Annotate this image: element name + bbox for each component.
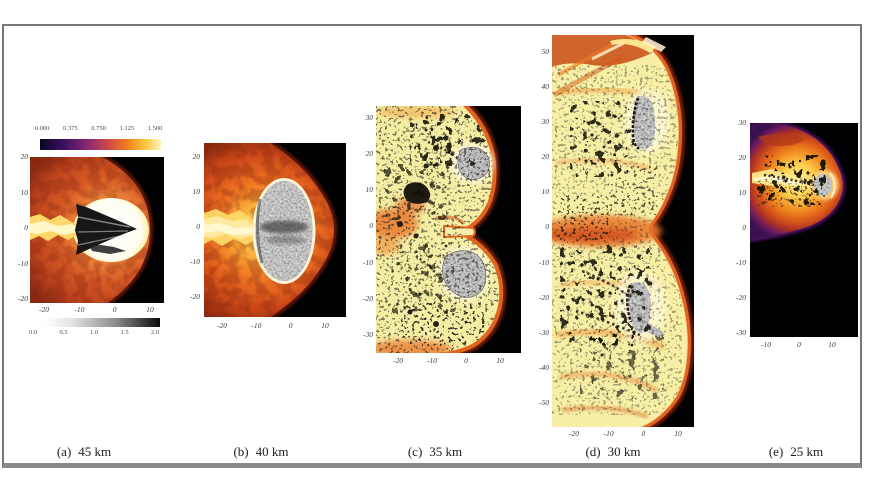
panel-label: (d) bbox=[585, 444, 601, 459]
colorbar-bottom-tick: 1.0 bbox=[89, 329, 99, 336]
colorbar-top-bar bbox=[40, 139, 161, 150]
y-tick-label: 20 bbox=[541, 152, 550, 162]
y-tick-label: 0 bbox=[742, 223, 746, 232]
y-tick-label: 40 bbox=[541, 82, 550, 92]
x-tick-label: -20 bbox=[39, 305, 49, 314]
panel-d-simulation-image bbox=[552, 35, 694, 427]
x-tick-label: -10 bbox=[427, 356, 437, 365]
y-tick-label: 10 bbox=[738, 188, 747, 197]
x-tick-label: 0 bbox=[464, 356, 468, 365]
x-tick-label: -20 bbox=[393, 356, 403, 365]
panel-b-x-axis: -20 -10 0 10 bbox=[210, 321, 337, 331]
x-tick-label: 10 bbox=[146, 305, 154, 314]
panel-e-x-axis: -10 0 10 bbox=[754, 340, 844, 350]
colorbar-bottom-labels: 0.0 0.5 1.0 1.5 2.0 bbox=[23, 329, 165, 337]
x-tick-label: 0 bbox=[641, 429, 646, 438]
x-tick-label: -10 bbox=[251, 321, 262, 330]
y-tick-label: -20 bbox=[363, 293, 373, 303]
colorbar-top-tick: 0.000 bbox=[34, 125, 50, 132]
colorbar-bottom-tick: 1.5 bbox=[120, 329, 129, 336]
y-tick-label: -20 bbox=[736, 293, 746, 302]
y-tick-label: -10 bbox=[190, 257, 200, 266]
y-tick-label: 0 bbox=[196, 222, 200, 231]
panel-c-x-axis: -20 -10 0 10 bbox=[386, 356, 512, 366]
colorbar-top-tick: 1.125 bbox=[119, 125, 135, 132]
y-tick-label: -10 bbox=[363, 257, 373, 267]
panel-altitude: 30 km bbox=[607, 444, 641, 459]
y-tick-label: 10 bbox=[365, 185, 374, 195]
x-tick-label: -10 bbox=[74, 305, 85, 314]
x-tick-label: 10 bbox=[674, 429, 682, 438]
y-tick-label: 0 bbox=[24, 223, 28, 232]
y-tick-label: -20 bbox=[18, 294, 28, 303]
panel-c-y-axis: 30 20 10 0 -10 -20 -30 bbox=[351, 113, 373, 340]
panel-b-simulation-image bbox=[204, 143, 346, 317]
y-tick-label: -10 bbox=[539, 257, 549, 267]
panel-altitude: 35 km bbox=[429, 444, 463, 459]
panel-label: (c) bbox=[407, 444, 423, 459]
colorbar-bottom-tick: 0.5 bbox=[59, 329, 68, 336]
y-tick-label: -10 bbox=[18, 258, 28, 268]
y-tick-label: 50 bbox=[541, 47, 550, 56]
panel-e-y-axis: 30 20 10 0 -10 -20 -30 bbox=[724, 118, 746, 338]
y-tick-label: 10 bbox=[192, 187, 201, 196]
panel-d-y-axis: 50 40 30 20 10 0 -10 -20 -30 -40 -50 bbox=[527, 47, 549, 408]
panel-d-x-axis: -20 -10 0 10 bbox=[562, 429, 690, 439]
panel-e-caption: (e) 25 km bbox=[736, 444, 856, 460]
x-tick-label: -20 bbox=[217, 321, 227, 330]
panel-altitude: 45 km bbox=[78, 444, 112, 459]
y-tick-label: 30 bbox=[738, 118, 747, 127]
y-tick-label: -10 bbox=[736, 258, 746, 267]
y-tick-label: -20 bbox=[539, 292, 549, 302]
panel-b-y-axis: 20 10 0 -10 -20 bbox=[178, 152, 200, 302]
colorbar-bottom-tick: 0.0 bbox=[28, 329, 38, 336]
panel-e-simulation-image bbox=[750, 123, 858, 337]
y-tick-label: 10 bbox=[541, 187, 550, 197]
panel-a-simulation-image bbox=[30, 157, 164, 303]
x-tick-label: 0 bbox=[288, 321, 293, 330]
x-tick-label: -20 bbox=[569, 429, 579, 438]
colorbar-top-tick: 0.375 bbox=[62, 125, 78, 132]
panel-altitude: 25 km bbox=[790, 444, 824, 459]
y-tick-label: 30 bbox=[541, 117, 550, 127]
y-tick-label: -40 bbox=[539, 362, 549, 372]
colorbar-top-tick: 0.750 bbox=[91, 125, 106, 132]
x-tick-label: 10 bbox=[828, 340, 836, 349]
panel-label: (b) bbox=[233, 444, 249, 459]
panel-a-x-axis: -20 -10 0 10 bbox=[32, 305, 162, 315]
x-tick-label: 10 bbox=[321, 321, 329, 330]
panel-b-caption: (b) 40 km bbox=[201, 444, 321, 460]
y-tick-label: -20 bbox=[190, 292, 200, 301]
y-tick-label: -30 bbox=[539, 327, 549, 337]
y-tick-label: 20 bbox=[365, 149, 374, 159]
colorbar-bottom-bar bbox=[45, 318, 160, 327]
y-tick-label: -50 bbox=[539, 397, 549, 407]
panel-a-y-axis: 20 10 0 -10 -20 bbox=[6, 152, 28, 304]
panel-label: (a) bbox=[56, 444, 72, 459]
y-tick-label: -30 bbox=[736, 328, 746, 337]
y-tick-label: 20 bbox=[20, 152, 29, 161]
y-tick-label: 10 bbox=[20, 187, 29, 197]
panel-c-simulation-image bbox=[376, 106, 521, 353]
y-tick-label: 0 bbox=[369, 221, 373, 231]
panel-c-caption: (c) 35 km bbox=[375, 444, 495, 460]
x-tick-label: 0 bbox=[112, 305, 117, 314]
x-tick-label: 0 bbox=[797, 340, 801, 349]
y-tick-label: 30 bbox=[365, 113, 374, 122]
y-tick-label: 20 bbox=[192, 152, 201, 161]
panel-d-caption: (d) 30 km bbox=[553, 444, 673, 460]
x-tick-label: -10 bbox=[761, 340, 771, 349]
x-tick-label: 10 bbox=[496, 356, 504, 365]
colorbar-bottom-tick: 2.0 bbox=[150, 329, 160, 336]
panel-altitude: 40 km bbox=[255, 444, 289, 459]
y-tick-label: 20 bbox=[738, 153, 747, 162]
y-tick-label: -30 bbox=[363, 329, 373, 339]
colorbar-top-tick: 1.500 bbox=[147, 125, 163, 132]
panel-a-caption: (a) 45 km bbox=[24, 444, 144, 460]
y-tick-label: 0 bbox=[545, 222, 549, 232]
colorbar-top-labels: 0.000 0.375 0.750 1.125 1.500 bbox=[29, 125, 168, 133]
x-tick-label: -10 bbox=[603, 429, 614, 438]
panel-label: (e) bbox=[768, 444, 784, 459]
